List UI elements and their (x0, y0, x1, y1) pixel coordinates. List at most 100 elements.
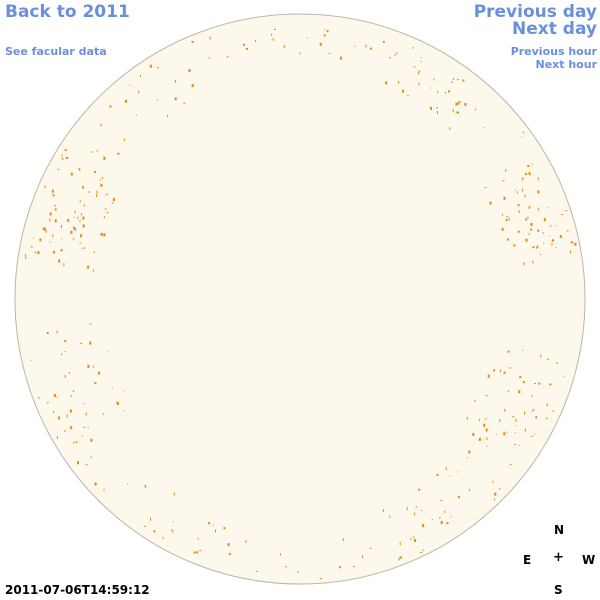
facula-mark (51, 189, 54, 193)
facula-mark (537, 177, 539, 181)
facula-mark (532, 410, 534, 413)
facula-mark (455, 102, 458, 106)
facula-mark (61, 154, 63, 157)
facula-mark (102, 177, 103, 180)
facula-mark (94, 382, 97, 385)
facula-mark (540, 354, 542, 358)
facula-mark (49, 241, 51, 243)
facula-mark (516, 191, 518, 194)
facula-mark (514, 444, 517, 445)
facula-mark (77, 461, 79, 465)
facula-mark (537, 245, 539, 249)
previous-hour-link[interactable]: Previous hour (510, 45, 597, 58)
facula-mark (385, 81, 388, 85)
facula-mark (382, 40, 385, 43)
facula-mark (70, 426, 73, 430)
facula-mark (550, 243, 553, 245)
facula-mark (83, 426, 86, 428)
facula-mark (81, 247, 83, 249)
facula-mark (183, 102, 186, 104)
see-facular-data-link[interactable]: See facular data (5, 45, 107, 58)
facula-mark (157, 99, 158, 101)
facula-mark (328, 52, 331, 54)
facula-mark (417, 71, 419, 75)
facula-mark (70, 394, 72, 397)
facula-mark (412, 536, 415, 538)
facula-mark (484, 187, 487, 188)
facula-mark (468, 450, 471, 454)
previous-day-link[interactable]: Previous day (473, 2, 597, 22)
facula-mark (547, 207, 549, 209)
facula-mark (226, 56, 229, 58)
facula-mark (272, 38, 274, 40)
facula-mark (54, 219, 57, 223)
facula-mark (436, 107, 438, 109)
facula-mark (88, 191, 90, 193)
facula-mark (525, 238, 528, 242)
facula-mark (140, 75, 141, 77)
facula-mark (527, 216, 529, 219)
facula-mark (493, 369, 496, 372)
facula-mark (53, 411, 55, 414)
facula-mark (489, 201, 492, 205)
facula-mark (77, 216, 79, 219)
facula-mark (107, 350, 109, 352)
facula-mark (546, 417, 548, 419)
facula-mark (319, 578, 322, 580)
facula-mark (242, 43, 245, 46)
facula-mark (503, 432, 506, 436)
facula-mark (485, 428, 488, 432)
facula-mark (521, 136, 523, 138)
facula-mark (451, 81, 454, 83)
facula-mark (100, 232, 103, 236)
facula-mark (524, 194, 526, 198)
facula-mark (173, 492, 175, 496)
facula-mark (66, 156, 69, 159)
facula-mark (478, 418, 480, 421)
facula-mark (34, 251, 37, 253)
facula-mark (445, 467, 447, 471)
facula-mark (523, 262, 525, 266)
facula-mark (528, 172, 531, 176)
facula-mark (525, 173, 528, 176)
facula-mark (472, 433, 475, 436)
facula-mark (456, 79, 459, 81)
facula-mark (297, 571, 299, 574)
facula-mark (552, 410, 555, 412)
facula-mark (398, 80, 400, 84)
facula-mark (228, 553, 231, 556)
back-to-year-link[interactable]: Back to 2011 (5, 2, 130, 22)
facula-mark (84, 403, 85, 404)
facula-mark (83, 247, 86, 249)
facula-mark (87, 427, 89, 429)
facula-mark (213, 524, 214, 526)
facula-mark (100, 183, 103, 187)
facula-mark (486, 445, 488, 447)
facula-mark (104, 208, 107, 210)
facula-mark (44, 185, 46, 189)
facula-mark (60, 249, 62, 252)
facula-mark (415, 506, 417, 509)
facula-mark (123, 390, 125, 392)
compass-center-icon: + (553, 550, 564, 565)
facula-mark (521, 188, 523, 192)
facula-mark (63, 263, 65, 267)
facula-mark (507, 350, 510, 353)
facula-mark (46, 332, 49, 335)
facula-mark (78, 168, 81, 171)
facula-mark (103, 156, 106, 160)
facula-mark (507, 390, 510, 392)
facula-mark (509, 463, 512, 465)
solar-disc (14, 13, 586, 585)
facula-mark (436, 473, 439, 476)
facula-mark (517, 204, 520, 207)
facula-mark (227, 543, 230, 547)
facula-mark (556, 362, 559, 364)
next-day-link[interactable]: Next day (512, 19, 597, 39)
facula-mark (536, 246, 538, 249)
next-hour-link[interactable]: Next hour (535, 58, 598, 71)
facula-mark (87, 364, 90, 368)
facula-mark (274, 28, 276, 30)
facula-mark (25, 257, 27, 259)
facula-mark (496, 434, 498, 436)
